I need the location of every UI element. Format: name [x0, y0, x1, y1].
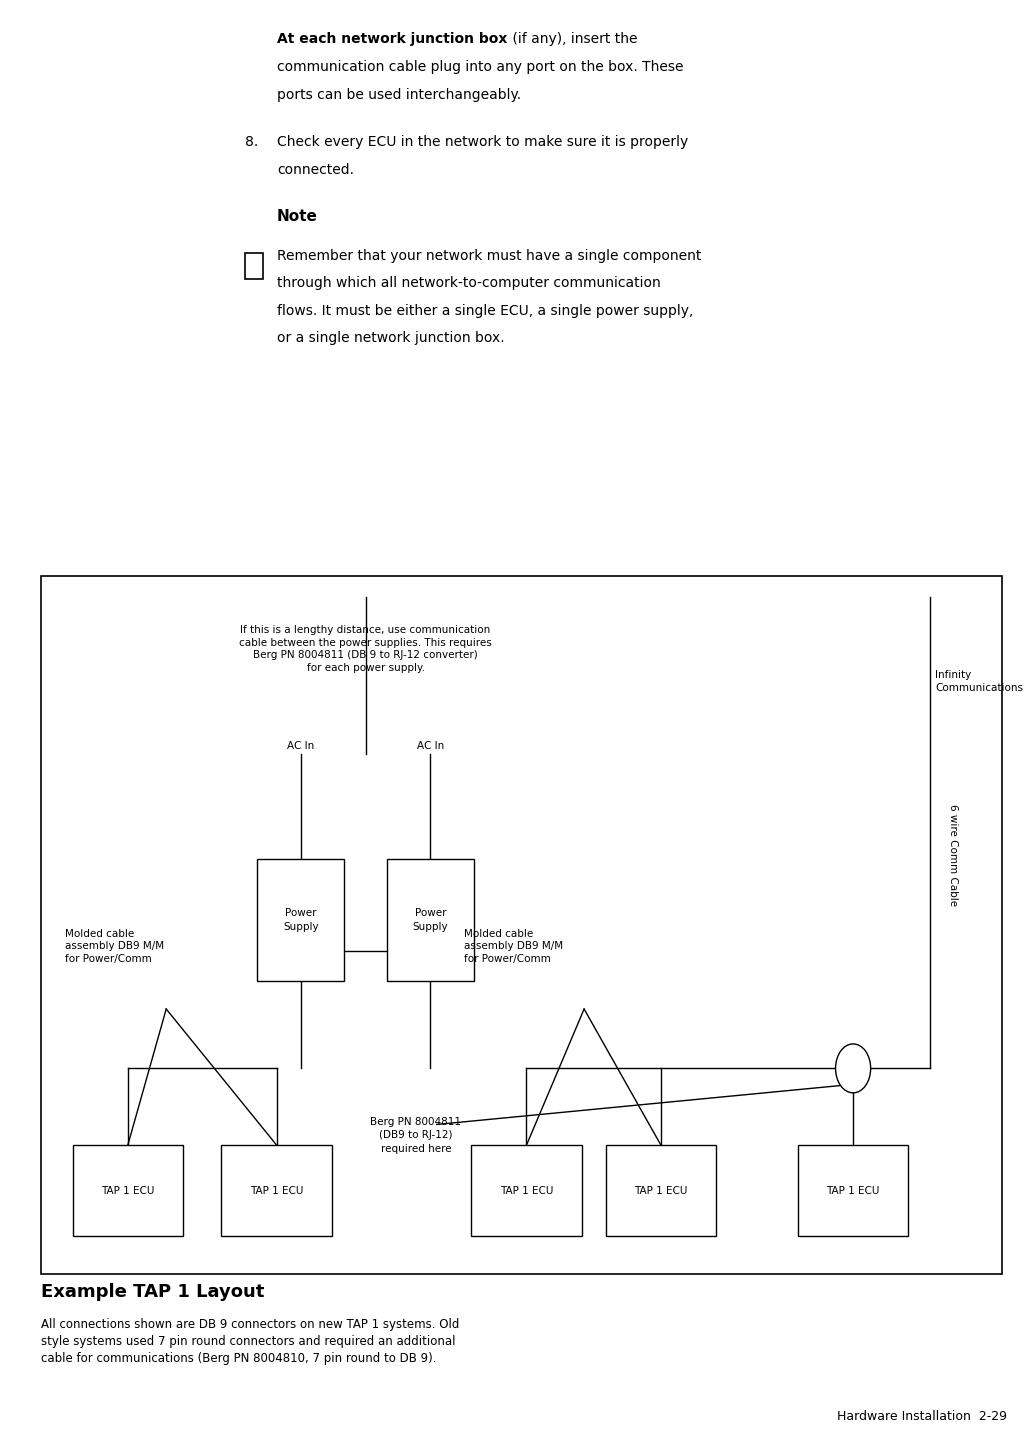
Text: Check every ECU in the network to make sure it is properly: Check every ECU in the network to make s…	[277, 135, 688, 150]
Text: TAP 1 ECU: TAP 1 ECU	[634, 1185, 688, 1195]
Text: Example TAP 1 Layout: Example TAP 1 Layout	[41, 1283, 264, 1302]
Bar	[41, 576, 1002, 1274]
Bar	[221, 1145, 332, 1236]
Text: At each network junction box: At each network junction box	[277, 32, 507, 46]
Text: Remember that your network must have a single component: Remember that your network must have a s…	[277, 249, 701, 264]
Text: TAP 1 ECU: TAP 1 ECU	[101, 1185, 155, 1195]
Text: AC In: AC In	[287, 742, 314, 752]
Text: TAP 1 ECU: TAP 1 ECU	[500, 1185, 553, 1195]
Bar	[605, 1145, 716, 1236]
Text: Note: Note	[277, 209, 318, 223]
Text: (if any), insert the: (if any), insert the	[508, 32, 637, 46]
Bar	[257, 858, 344, 981]
Text: TAP 1 ECU: TAP 1 ECU	[826, 1185, 880, 1195]
Bar	[72, 1145, 183, 1236]
Text: Hardware Installation  2-29: Hardware Installation 2-29	[837, 1410, 1007, 1423]
Text: Berg PN 8004811
(DB9 to RJ-12)
required here: Berg PN 8004811 (DB9 to RJ-12) required …	[371, 1117, 462, 1153]
Text: connected.: connected.	[277, 163, 354, 177]
Text: Molded cable
assembly DB9 M/M
for Power/Comm: Molded cable assembly DB9 M/M for Power/…	[464, 929, 563, 963]
Text: Molded cable
assembly DB9 M/M
for Power/Comm: Molded cable assembly DB9 M/M for Power/…	[65, 929, 164, 963]
Text: Power
Supply: Power Supply	[283, 909, 318, 932]
Circle shape	[836, 1044, 871, 1093]
Bar	[797, 1145, 908, 1236]
Bar	[471, 1145, 582, 1236]
Text: AC In: AC In	[416, 742, 444, 752]
Text: 8.: 8.	[245, 135, 258, 150]
Text: TAP 1 ECU: TAP 1 ECU	[250, 1185, 304, 1195]
Text: All connections shown are DB 9 connectors on new TAP 1 systems. Old
style system: All connections shown are DB 9 connector…	[41, 1318, 460, 1365]
Text: flows. It must be either a single ECU, a single power supply,: flows. It must be either a single ECU, a…	[277, 304, 693, 318]
Text: 6 wire Comm Cable: 6 wire Comm Cable	[947, 805, 958, 906]
Text: Infinity
Communications: Infinity Communications	[935, 670, 1023, 693]
Text: through which all network-to-computer communication: through which all network-to-computer co…	[277, 276, 660, 291]
Bar	[387, 858, 473, 981]
Text: Power
Supply: Power Supply	[412, 909, 448, 932]
Text: or a single network junction box.: or a single network junction box.	[277, 331, 504, 346]
Text: communication cable plug into any port on the box. These: communication cable plug into any port o…	[277, 60, 684, 75]
Text: ports can be used interchangeably.: ports can be used interchangeably.	[277, 88, 521, 102]
Text: If this is a lengthy distance, use communication
cable between the power supplie: If this is a lengthy distance, use commu…	[240, 625, 492, 674]
Bar	[245, 253, 263, 279]
